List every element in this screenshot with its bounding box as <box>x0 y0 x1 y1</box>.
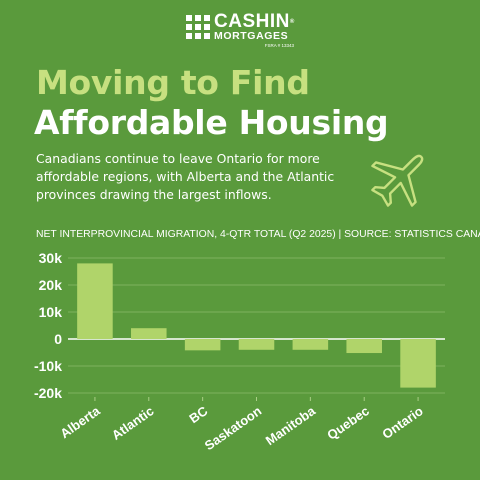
y-tick-label: -10k <box>34 358 62 374</box>
bar-quebec <box>346 339 382 354</box>
page-title-line1: Moving to Find <box>36 63 310 102</box>
x-tick-label: Alberta <box>57 403 103 441</box>
y-tick-label: 0 <box>54 331 62 347</box>
x-tick-label: Ontario <box>379 403 426 442</box>
x-tick-label: Manitoba <box>263 403 319 448</box>
brand-sub: MORTGAGES <box>214 30 289 42</box>
page-title-line2: Affordable Housing <box>34 103 389 142</box>
x-tick-label: Quebec <box>324 403 372 443</box>
bar-manitoba <box>292 339 329 350</box>
bar-ontario <box>400 339 436 388</box>
bar-saskatoon <box>238 339 275 350</box>
brand-license: FSRA # 13343 <box>264 43 294 48</box>
brand-trademark: ® <box>289 19 295 25</box>
brand-logo: CASHIN® MORTGAGES FSRA # 13343 <box>186 12 306 50</box>
bar-atlantic <box>131 328 167 339</box>
x-tick-label: Atlantic <box>109 403 157 443</box>
x-tick-label: BC <box>186 403 210 426</box>
bar-bc <box>184 339 221 351</box>
bar-alberta <box>77 263 113 339</box>
chart-title: NET INTERPROVINCIAL MIGRATION, 4-QTR TOT… <box>36 229 480 240</box>
y-tick-label: 20k <box>39 277 63 293</box>
y-tick-label: -20k <box>34 385 62 401</box>
y-tick-label: 30k <box>39 250 63 266</box>
airplane-icon <box>371 154 424 207</box>
y-tick-label: 10k <box>39 304 63 320</box>
page-subtitle: Canadians continue to leave Ontario for … <box>36 151 335 202</box>
logo-grid-icon <box>186 15 210 39</box>
x-tick-label: Saskatoon <box>202 403 265 453</box>
brand-name: CASHIN® <box>214 11 295 32</box>
